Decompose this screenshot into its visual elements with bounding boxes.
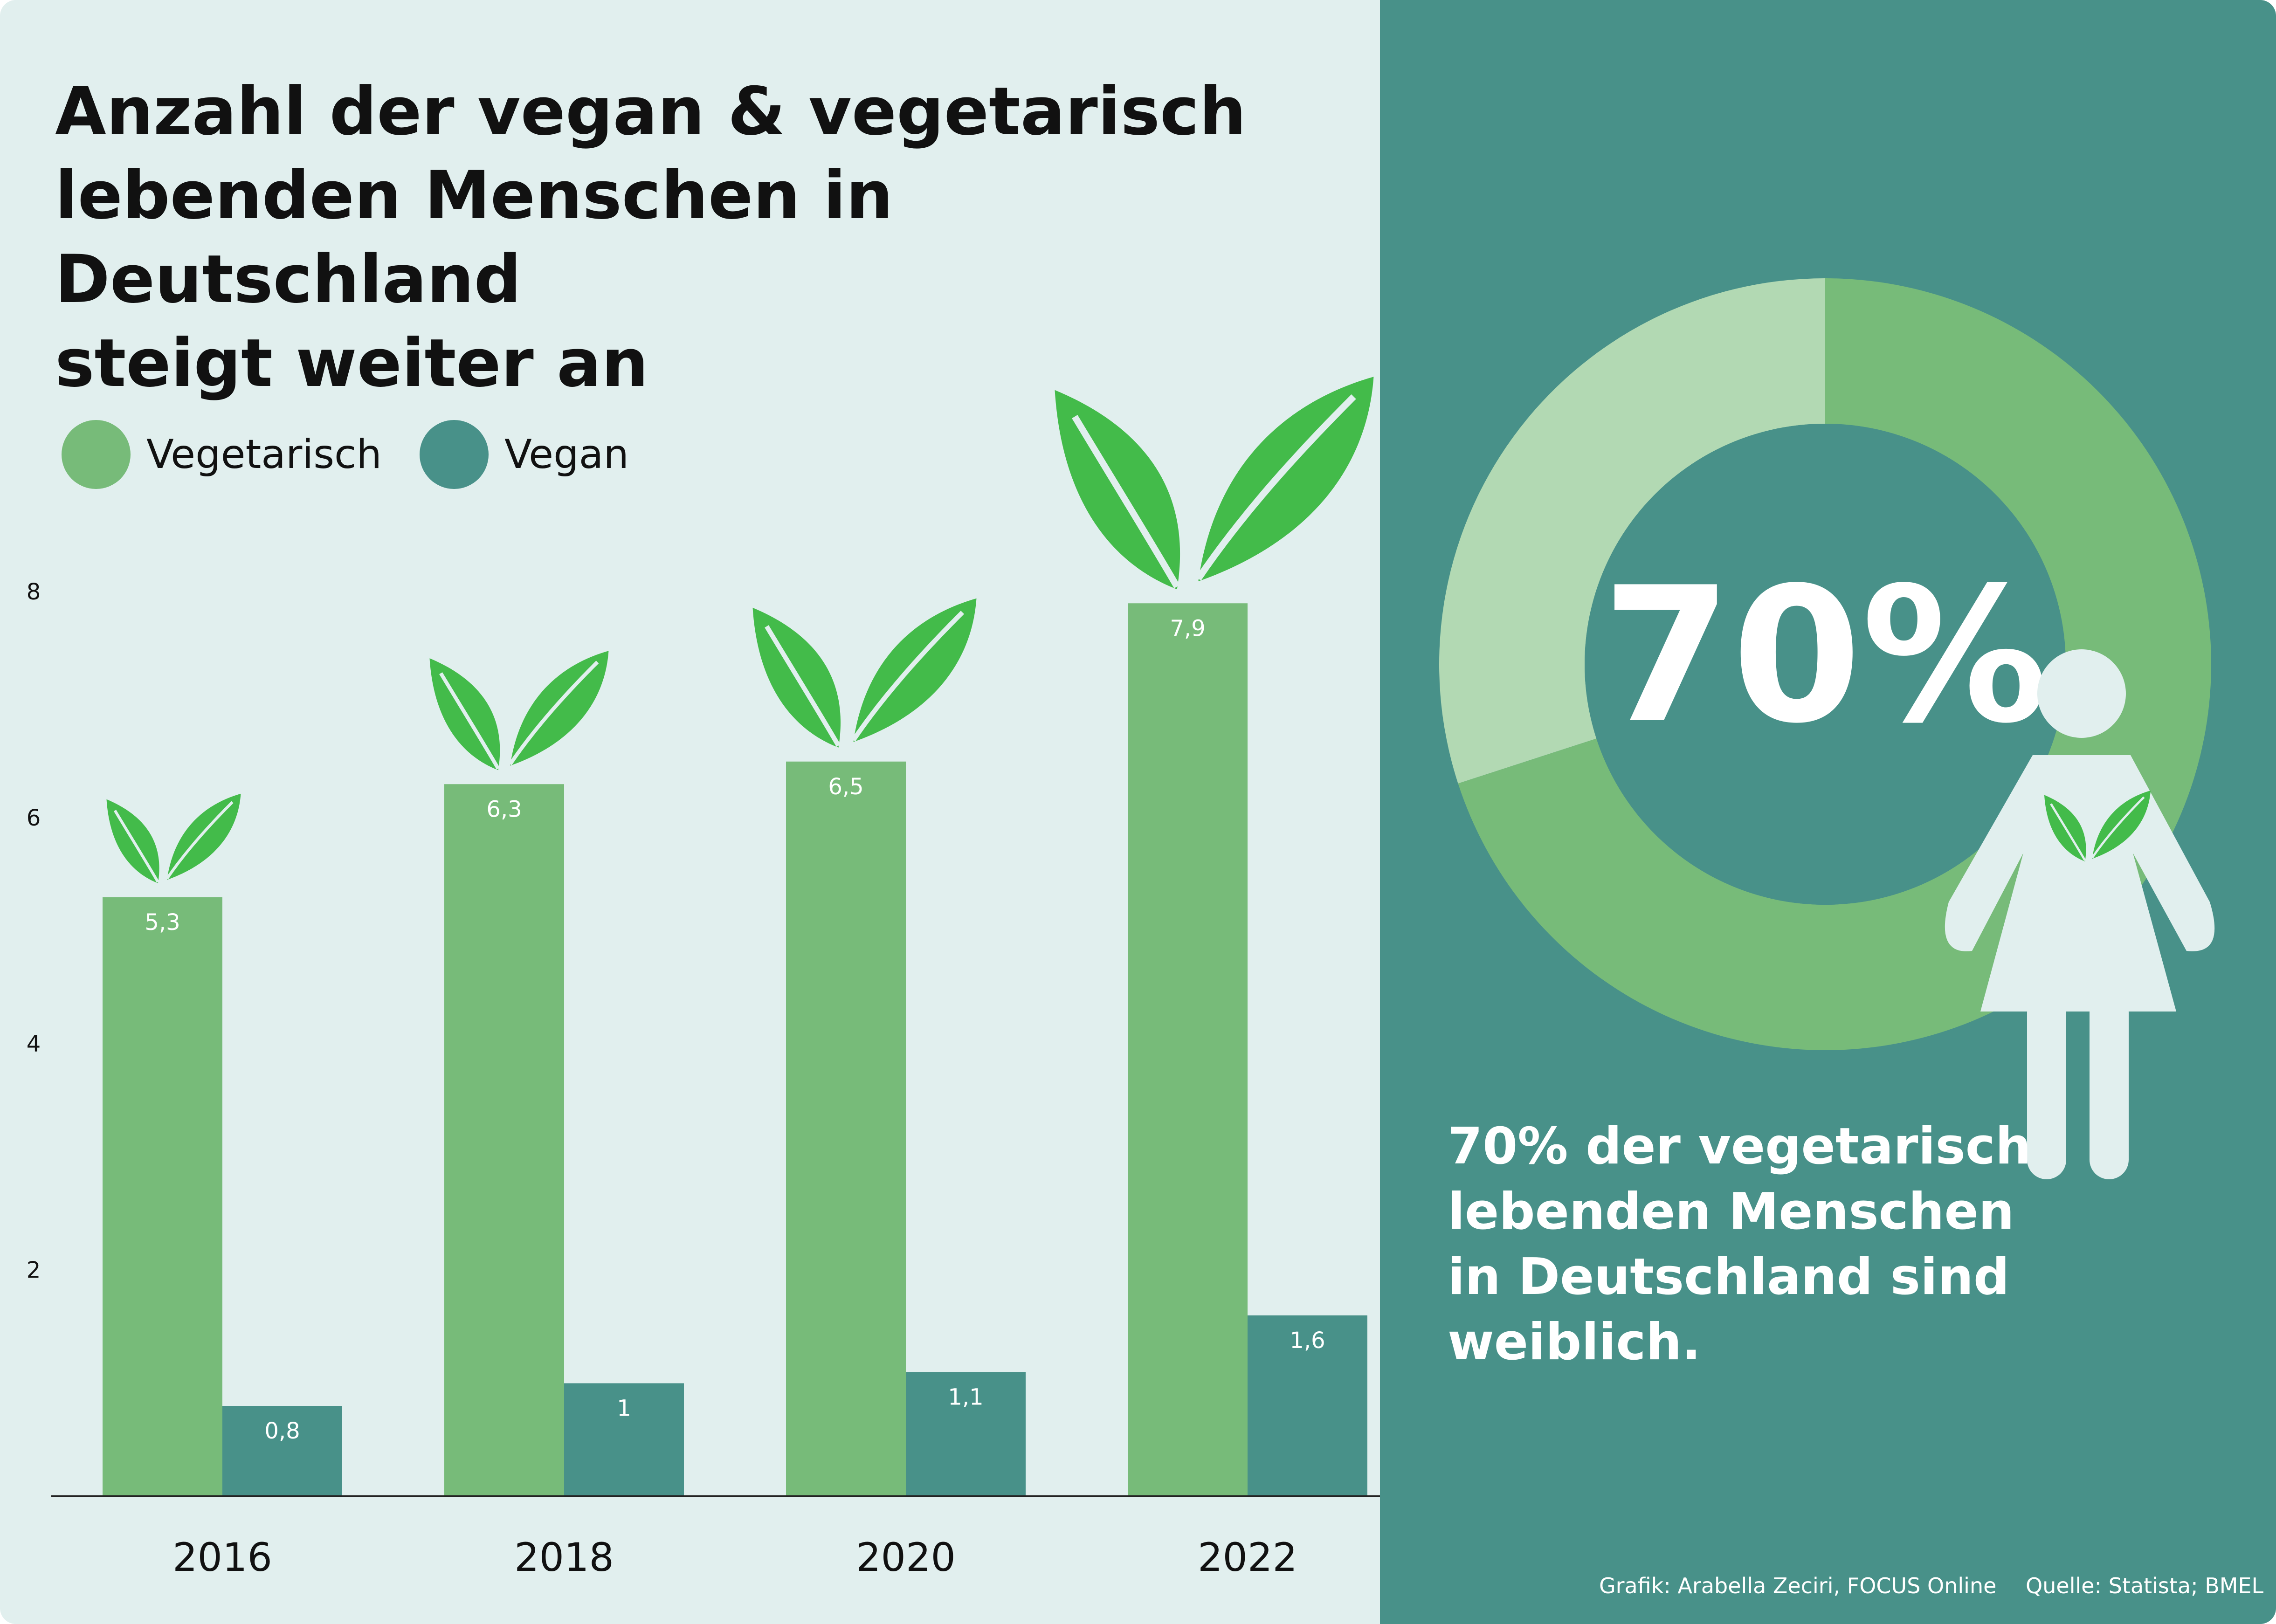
leaf-icon <box>429 651 609 771</box>
legend-item-vegetarisch: Vegetarisch <box>62 420 382 489</box>
bar-vegetarisch-2016 <box>103 897 222 1496</box>
bar-value-label: 0,8 <box>264 1418 300 1444</box>
credit-line: Grafik: Arabella Zeciri, FOCUS Online Qu… <box>1599 1573 2263 1598</box>
leaf-icon <box>752 598 977 748</box>
bar-series: 5,3 0,8 6,3 1 6,5 1,1 7,9 1,6 <box>103 603 1367 1496</box>
caption-line-1: 70% der vegetarisch <box>1448 1117 2031 1176</box>
bar-vegetarisch-2020 <box>786 761 906 1496</box>
page-title: Anzahl der vegan & vegetarisch lebenden … <box>55 70 1351 406</box>
bar-value-label: 1,1 <box>948 1384 983 1410</box>
title-line-3: steigt weiter an <box>55 325 649 402</box>
x-axis-ticks: 2016 2018 2020 2022 <box>172 1535 1297 1580</box>
credit-author: Grafik: Arabella Zeciri, FOCUS Online <box>1599 1573 1997 1598</box>
title-line-2: lebenden Menschen in Deutschland <box>55 157 893 318</box>
bar-value-label: 1 <box>617 1396 631 1422</box>
bar-value-label: 6,5 <box>828 774 863 800</box>
x-tick-label: 2018 <box>514 1535 614 1580</box>
woman-leaf-icon <box>2044 791 2151 861</box>
statistic-caption: 70% der vegetarisch lebenden Menschen in… <box>1448 1114 2268 1375</box>
bar-value-label: 1,6 <box>1290 1328 1325 1354</box>
y-tick-label: 2 <box>27 1257 41 1283</box>
legend-label-vegan: Vegan <box>504 431 629 478</box>
bar-vegetarisch-2018 <box>444 784 564 1496</box>
donut-percent-label: 70% <box>1602 548 2048 764</box>
leaf-icon <box>1055 377 1374 590</box>
bar-vegan-2018 <box>564 1383 684 1496</box>
caption-line-2: lebenden Menschen <box>1448 1183 2014 1241</box>
legend-label-vegetarisch: Vegetarisch <box>146 431 382 478</box>
bar-value-label: 5,3 <box>145 909 180 936</box>
title-line-1: Anzahl der vegan & vegetarisch <box>55 73 1247 150</box>
bar-vegan-2020 <box>906 1372 1026 1496</box>
legend-item-vegan: Vegan <box>420 420 629 489</box>
bar-value-label: 6,3 <box>486 796 522 822</box>
y-tick-label: 8 <box>27 579 41 605</box>
leaf-icon <box>2044 791 2151 861</box>
legend-dot-vegan <box>420 420 489 489</box>
bar-vegetarisch-2022 <box>1128 603 1248 1496</box>
donut-segment-male <box>1439 278 1825 784</box>
bar-vegan-2022 <box>1248 1315 1367 1496</box>
woman-icon <box>1945 649 2215 1179</box>
x-tick-label: 2016 <box>172 1535 272 1580</box>
x-tick-label: 2020 <box>856 1535 956 1580</box>
bar-leaf-decorations <box>106 377 1374 883</box>
y-tick-label: 4 <box>27 1031 41 1057</box>
y-tick-label: 6 <box>27 805 41 831</box>
caption-line-3: in Deutschland sind weiblich. <box>1448 1248 2010 1371</box>
donut-center <box>1585 424 2066 905</box>
y-axis-ticks: 2 4 6 8 <box>27 579 41 1283</box>
leaf-icon <box>106 793 241 883</box>
legend-dot-vegetarisch <box>62 420 131 489</box>
credit-source: Quelle: Statista; BMEL <box>2026 1573 2264 1598</box>
bar-vegan-2016 <box>222 1406 342 1496</box>
bar-value-label: 7,9 <box>1170 615 1205 641</box>
x-tick-label: 2022 <box>1198 1535 1297 1580</box>
